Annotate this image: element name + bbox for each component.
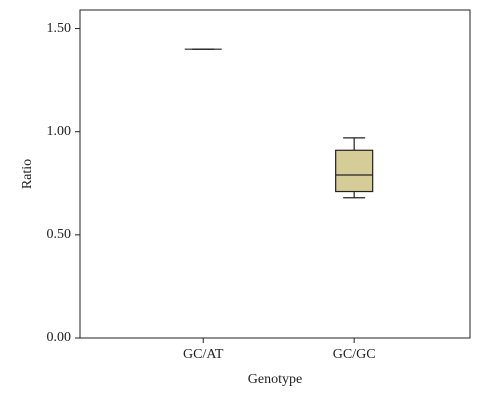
y-tick-label: 0.50 <box>47 227 72 242</box>
y-tick-label: 1.50 <box>47 21 72 36</box>
y-tick-label: 1.00 <box>47 124 72 139</box>
y-tick-label: 0.00 <box>47 330 72 345</box>
box <box>335 149 374 193</box>
x-axis-title: Genotype <box>248 372 302 387</box>
x-tick-label: GC/AT <box>183 347 224 362</box>
x-tick-label: GC/GC <box>333 347 376 362</box>
plot-frame <box>79 9 471 339</box>
y-axis-title: Ratio <box>20 159 35 189</box>
